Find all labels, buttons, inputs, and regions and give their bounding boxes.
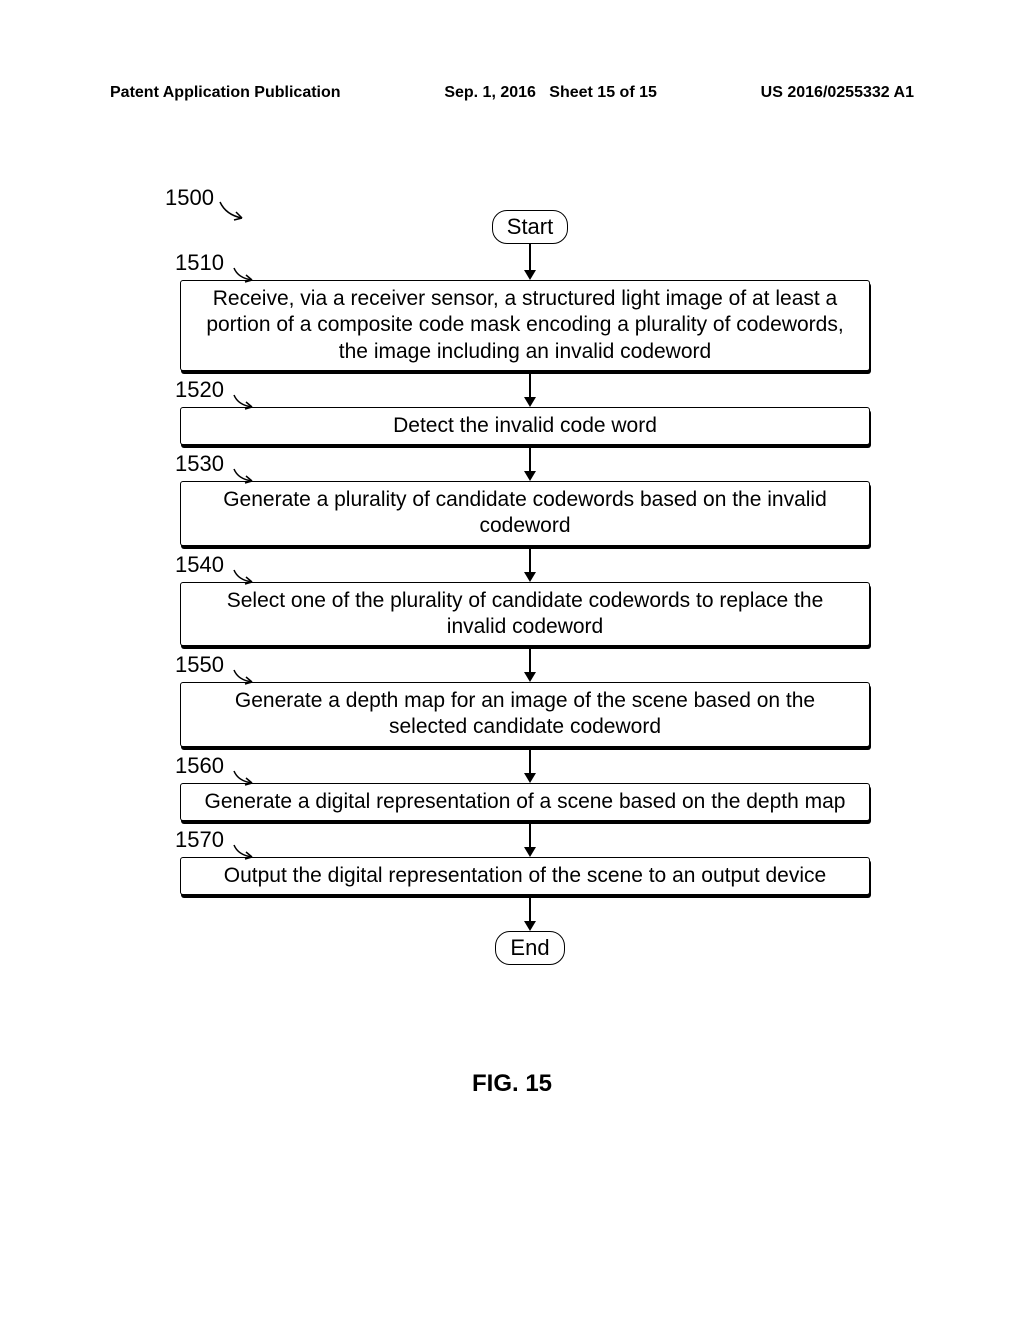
arrow-icon	[524, 244, 536, 280]
step-wrapper: 1510 Receive, via a receiver sensor, a s…	[180, 280, 880, 371]
step-wrapper: 1570 Output the digital representation o…	[180, 857, 880, 895]
page-header: Patent Application Publication Sep. 1, 2…	[0, 84, 1024, 102]
ref-pointer-arrow-icon	[232, 668, 262, 686]
ref-pointer-arrow-icon	[232, 843, 262, 861]
header-pubno: US 2016/0255332 A1	[761, 84, 914, 102]
step-box: Generate a depth map for an image of the…	[180, 682, 870, 747]
end-terminal: End	[495, 931, 564, 965]
arrow-icon	[524, 445, 536, 481]
header-publication-type: Patent Application Publication	[110, 84, 341, 102]
flowchart: Start 1510 Receive, via a receiver senso…	[180, 210, 880, 965]
step-ref-label: 1530	[175, 451, 224, 477]
ref-pointer-arrow-icon	[232, 769, 262, 787]
step-wrapper: 1530 Generate a plurality of candidate c…	[180, 481, 880, 546]
step-ref-label: 1520	[175, 377, 224, 403]
arrow-icon	[524, 646, 536, 682]
step-box: Select one of the plurality of candidate…	[180, 582, 870, 647]
arrow-icon	[524, 747, 536, 783]
header-date-sheet: Sep. 1, 2016 Sheet 15 of 15	[444, 84, 657, 102]
arrow-icon	[524, 546, 536, 582]
step-ref-label: 1540	[175, 552, 224, 578]
step-ref-label: 1560	[175, 753, 224, 779]
flowchart-ref-label: 1500	[165, 185, 214, 211]
step-wrapper: 1560 Generate a digital representation o…	[180, 783, 880, 821]
step-ref-label: 1550	[175, 652, 224, 678]
header-date: Sep. 1, 2016	[444, 84, 536, 101]
figure-caption: FIG. 15	[0, 1070, 1024, 1098]
step-wrapper: 1540 Select one of the plurality of cand…	[180, 582, 880, 647]
ref-pointer-arrow-icon	[232, 393, 262, 411]
step-ref-label: 1570	[175, 827, 224, 853]
step-wrapper: 1520 Detect the invalid code word	[180, 407, 880, 445]
ref-pointer-arrow-icon	[232, 568, 262, 586]
start-terminal: Start	[492, 210, 568, 244]
step-wrapper: 1550 Generate a depth map for an image o…	[180, 682, 880, 747]
step-box: Receive, via a receiver sensor, a struct…	[180, 280, 870, 371]
header-sheet: Sheet 15 of 15	[549, 84, 657, 101]
step-box: Output the digital representation of the…	[180, 857, 870, 895]
ref-pointer-arrow-icon	[232, 467, 262, 485]
step-box: Generate a digital representation of a s…	[180, 783, 870, 821]
step-box: Detect the invalid code word	[180, 407, 870, 445]
step-box: Generate a plurality of candidate codewo…	[180, 481, 870, 546]
arrow-icon	[524, 371, 536, 407]
arrow-icon	[524, 895, 536, 931]
ref-pointer-arrow-icon	[232, 266, 262, 284]
arrow-icon	[524, 821, 536, 857]
step-ref-label: 1510	[175, 250, 224, 276]
